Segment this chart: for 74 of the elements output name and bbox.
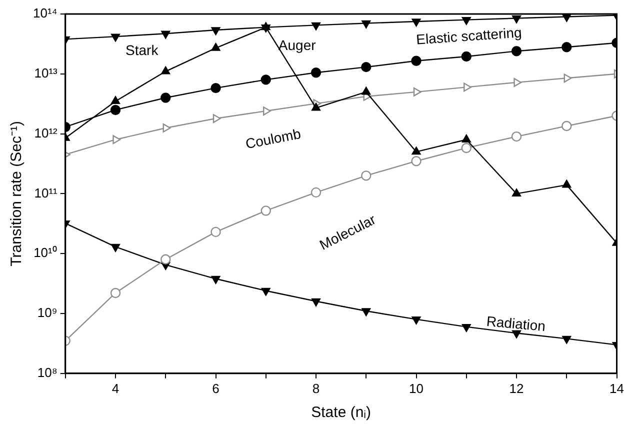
- text: Coulomb: [244, 125, 302, 152]
- point: [312, 298, 321, 306]
- point: [211, 42, 220, 51]
- point: [312, 102, 321, 111]
- point: [562, 180, 572, 188]
- point: [211, 27, 220, 36]
- point: [562, 42, 572, 52]
- point: [310, 187, 322, 198]
- point: [160, 254, 171, 265]
- x-tick-label: 8: [312, 380, 320, 396]
- point: [464, 82, 472, 92]
- point: [110, 104, 121, 116]
- point: [511, 46, 522, 56]
- point: [112, 135, 121, 144]
- point: [211, 276, 220, 284]
- point: [411, 56, 422, 66]
- point: [261, 24, 270, 32]
- point: [260, 74, 271, 85]
- point: [461, 51, 472, 62]
- x-axis-title: State (nᵢ): [311, 404, 372, 422]
- point: [261, 288, 270, 296]
- point: [111, 244, 120, 252]
- point: [412, 316, 421, 324]
- point: [461, 142, 472, 154]
- point: [411, 156, 422, 166]
- point: [110, 288, 121, 298]
- y-tick-label: 10¹²: [34, 125, 58, 140]
- point: [462, 16, 471, 25]
- y-tick-label: 10¹¹: [34, 185, 58, 200]
- y-tick-label: 10⁸: [37, 364, 58, 380]
- point: [462, 134, 471, 142]
- point: [564, 74, 572, 83]
- point: [412, 18, 421, 27]
- y-tick-label: 10¹⁴: [33, 6, 58, 21]
- y-tick-label: 10¹⁰: [34, 245, 58, 260]
- point: [212, 114, 221, 124]
- point: [514, 78, 522, 87]
- point: [362, 308, 371, 316]
- y-tick-label: 10¹³: [34, 65, 58, 80]
- point: [562, 120, 572, 132]
- point: [161, 30, 170, 39]
- x-tick-label: 14: [610, 380, 624, 396]
- point: [310, 68, 322, 78]
- point: [362, 86, 371, 95]
- x-tick-label: 4: [112, 380, 120, 396]
- point: [210, 226, 221, 238]
- x-tick-label: 12: [509, 380, 524, 396]
- point: [161, 66, 170, 74]
- point: [111, 34, 120, 42]
- point: [162, 124, 171, 132]
- point: [361, 170, 372, 181]
- series-label: Auger: [278, 37, 316, 54]
- point: [462, 324, 471, 332]
- series-label: Stark: [126, 42, 160, 58]
- y-tick-label: 10⁹: [37, 305, 58, 320]
- point: [512, 15, 522, 24]
- series-label: Radiation: [486, 312, 546, 334]
- series-label: Elastic scattering: [416, 24, 522, 48]
- point: [361, 62, 372, 72]
- point: [260, 206, 271, 216]
- y-axis-title: Transition rate (Sec⁻¹): [8, 121, 26, 266]
- point: [210, 82, 221, 94]
- point: [562, 336, 572, 344]
- point: [412, 146, 421, 155]
- point: [362, 20, 371, 28]
- x-tick-label: 6: [212, 380, 220, 396]
- point: [263, 106, 271, 116]
- x-tick-label: 10: [409, 380, 424, 396]
- point: [512, 188, 522, 197]
- point: [160, 92, 171, 103]
- point: [413, 87, 422, 96]
- point: [511, 131, 522, 142]
- point: [312, 22, 321, 30]
- point: [111, 96, 120, 104]
